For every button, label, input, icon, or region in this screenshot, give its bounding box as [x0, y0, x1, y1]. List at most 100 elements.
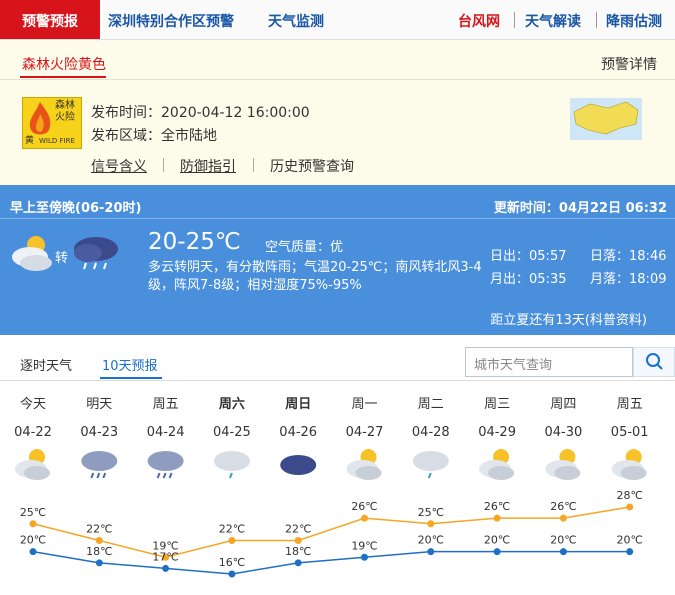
warning-icon: 森林 火险 黄 WILD FIRE: [22, 97, 82, 149]
temp-point: [626, 503, 634, 511]
temp-label: 18℃: [86, 545, 112, 558]
temp-point: [294, 559, 302, 567]
rain: [228, 472, 233, 479]
temp-label: 26℃: [484, 500, 510, 513]
date: 04-24: [147, 425, 185, 440]
sunset: 日落：18:46: [590, 245, 666, 264]
date: 04-29: [478, 425, 516, 440]
moonrise-label: 月出：: [490, 272, 530, 287]
update-label: 更新时间：: [493, 201, 559, 216]
today-panel: 早上至傍晚(06-20时) 更新时间：04月22日 06:32 转 20-25℃…: [0, 185, 675, 335]
cloud: [280, 455, 317, 475]
today-icons: [12, 236, 118, 271]
date: 04-28: [412, 425, 450, 440]
date: 04-22: [14, 425, 52, 440]
weekday: 今天: [20, 396, 46, 412]
nav-link[interactable]: 深圳特别合作区预警: [108, 14, 234, 30]
search-box[interactable]: 城市天气查询: [465, 347, 633, 377]
temp-line: [32, 550, 630, 575]
cloud: [412, 451, 449, 471]
temp-label: 16℃: [219, 556, 245, 569]
weekday: 周一: [351, 397, 377, 412]
date: 04-23: [80, 425, 118, 440]
solar-term-note[interactable]: 距立夏还有13天(科普资料): [490, 313, 647, 328]
cloud: [355, 466, 382, 480]
search-button[interactable]: [633, 347, 675, 377]
cloud: [488, 466, 515, 480]
temp-point: [294, 537, 302, 544]
update-time: 04月22日 06:32: [558, 201, 667, 216]
period: 早上至傍晚(06-20时): [10, 201, 142, 216]
temp-label: 18℃: [285, 545, 311, 558]
cloud: [213, 451, 250, 471]
temp-point: [162, 564, 170, 572]
nav-bar: 预警预报 深圳特别合作区预警 天气监测 台风网 天气解读 降雨估测: [0, 0, 675, 40]
weather-icon: [479, 449, 515, 480]
weekday: 周三: [484, 397, 510, 412]
temp-point: [559, 548, 567, 556]
sunrise-time: 05:57: [529, 249, 567, 264]
active-tab-bg: [0, 0, 100, 39]
date: 05-01: [611, 425, 649, 440]
link[interactable]: 防御指引: [180, 159, 236, 175]
temp-label: 26℃: [550, 500, 576, 513]
date: 04-30: [545, 425, 583, 440]
temp-point: [228, 570, 236, 578]
tab-active[interactable]: 10天预报: [102, 359, 158, 374]
weekday: 周四: [550, 397, 576, 412]
moonset-time: 18:09: [629, 272, 667, 287]
temp-point: [95, 559, 103, 567]
warning-tab[interactable]: 森林火险黄色: [22, 57, 106, 73]
cloud: [147, 451, 184, 471]
publish-time-label: 发布时间：: [91, 105, 161, 121]
nav-link[interactable]: 天气监测: [268, 14, 324, 30]
nav-link[interactable]: 降雨估测: [606, 14, 662, 30]
temp-point: [361, 553, 368, 561]
cloud: [620, 466, 647, 480]
label: 发布时间：2020-04-12 16:00:00: [91, 102, 310, 122]
nav-link[interactable]: 天气解读: [525, 14, 581, 30]
link[interactable]: 信号含义: [91, 159, 147, 175]
temp-point: [493, 548, 501, 556]
link[interactable]: 历史预警查询: [270, 159, 354, 175]
temp-label: 22℃: [86, 523, 112, 536]
forecast-chart: 今天 04-22 明天 04-23 周五 04-24 周六 04-25 周日 04-26 周一 04-…: [14, 396, 649, 578]
date: 04-27: [346, 425, 384, 440]
tab[interactable]: 逐时天气: [20, 359, 73, 374]
weather-icon: [15, 449, 50, 480]
temp-label: 20℃: [617, 534, 643, 547]
temp-label: 20℃: [418, 534, 444, 547]
rain: [90, 472, 107, 479]
air-quality-value: 优: [330, 240, 344, 255]
temp-label: 17℃: [152, 550, 178, 563]
rain: [427, 472, 432, 479]
temp-point: [427, 520, 435, 528]
detail-link[interactable]: 预警详情: [601, 57, 657, 73]
warning-panel: 森林火险黄色 预警详情 森林 火险 黄 WILD FIRE 发布时间：2020-…: [0, 40, 675, 185]
area: 全市陆地: [161, 128, 217, 144]
temp-point: [626, 548, 634, 556]
search-placeholder: 城市天气查询: [474, 358, 553, 373]
area-label: 发布区域：: [91, 128, 161, 144]
weekday: 周五: [617, 397, 643, 412]
sunset-time: 18:46: [629, 249, 667, 264]
tab-underline: [20, 76, 106, 78]
cloud: [24, 466, 50, 480]
date: 04-26: [279, 425, 317, 440]
temp-label: 20℃: [484, 534, 510, 547]
separator: [163, 158, 164, 172]
nav-link[interactable]: 台风网: [458, 14, 500, 30]
temp-point: [29, 520, 37, 528]
weather-icon: [280, 455, 317, 475]
nav-active[interactable]: 预警预报: [22, 14, 78, 30]
temp-label: 22℃: [285, 523, 311, 536]
temp-label: 19℃: [152, 539, 178, 552]
map-thumbnail[interactable]: [570, 98, 642, 140]
turn: 转: [55, 251, 69, 266]
weekday: 周日: [285, 397, 311, 412]
cloud: [554, 466, 581, 480]
flame: [29, 102, 51, 135]
description: 多云转阴天，有分散阵雨；气温20-25℃；南风转北风3-4级，阵风7-8级；相对…: [148, 260, 482, 293]
divider: [0, 79, 675, 80]
